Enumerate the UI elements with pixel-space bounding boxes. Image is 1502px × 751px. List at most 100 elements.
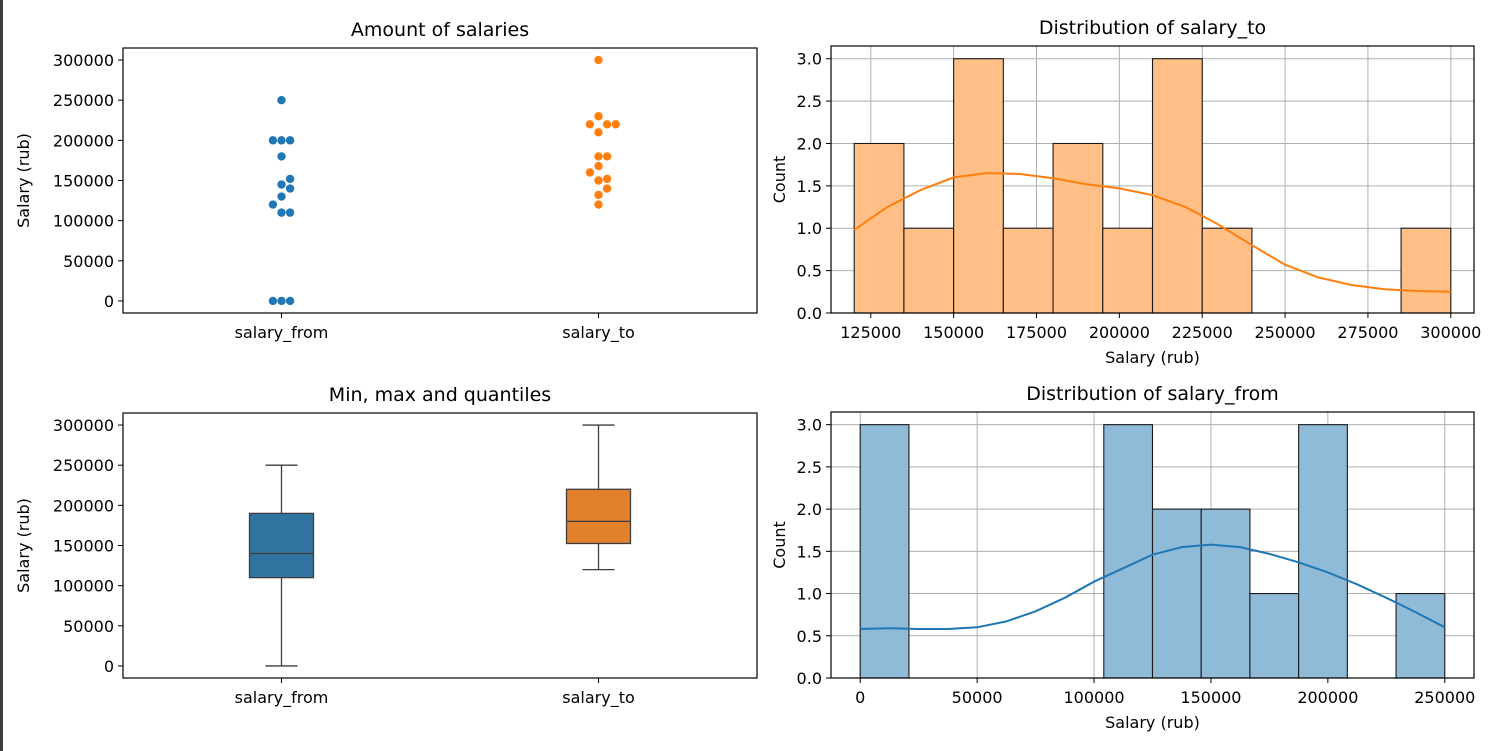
- histogram-bar: [1249, 593, 1300, 679]
- kde-line: [853, 172, 1451, 293]
- x-axis-label: Salary (rub): [1105, 348, 1200, 367]
- y-tick-label: 2.5: [797, 458, 822, 477]
- chart-panel-1: 0 50000 100000 150000 200000 250000 300000 sala…: [14, 19, 758, 343]
- data-point: [594, 112, 603, 121]
- x-tick-label: 200000: [1297, 688, 1358, 707]
- histogram-bar: [859, 424, 910, 679]
- y-tick-label: 2.0: [797, 500, 822, 519]
- data-point: [285, 208, 295, 217]
- x-tick-label: salary_to: [562, 688, 635, 708]
- y-tick-label: 50000: [63, 252, 114, 271]
- data-point: [602, 152, 612, 161]
- y-tick-label: 100000: [53, 577, 114, 596]
- histogram-bar: [1151, 58, 1203, 314]
- y-axis-label: Count: [770, 156, 789, 204]
- data-point: [285, 136, 295, 145]
- window-edge: [0, 0, 3, 751]
- y-tick-label: 2.5: [797, 92, 822, 111]
- x-tick-label: 250000: [1414, 688, 1475, 707]
- panel-title: Distribution of salary_from: [1026, 383, 1278, 405]
- x-tick-label: salary_to: [562, 323, 635, 343]
- x-tick-label: 150000: [1180, 688, 1241, 707]
- x-tick-label: salary_from: [235, 323, 329, 343]
- y-tick-label: 200000: [53, 496, 114, 515]
- y-tick-label: 150000: [53, 537, 114, 556]
- data-point: [585, 120, 595, 129]
- data-point: [277, 152, 286, 161]
- data-point: [277, 208, 286, 217]
- data-point: [268, 136, 278, 145]
- data-point: [602, 184, 612, 193]
- box: [565, 488, 632, 545]
- axes-frame: [830, 411, 1475, 679]
- panel-title: Distribution of salary_to: [1039, 17, 1266, 39]
- histogram-bar: [1400, 227, 1452, 314]
- chart-panel-4: 0.0 0.5 1.0 1.5 2.0 2.5 3.0 0 50000 100000 150000 2…: [770, 383, 1475, 732]
- x-tick-label: 50000: [952, 688, 1003, 707]
- data-point: [285, 296, 295, 306]
- data-point: [594, 190, 603, 200]
- x-tick-label: 125000: [840, 323, 901, 342]
- chart-panel-3: 0 50000 100000 150000 200000 250000 300000 sala…: [14, 384, 758, 708]
- box: [248, 512, 315, 579]
- data-point: [594, 128, 603, 137]
- histogram-bar: [1102, 227, 1154, 314]
- data-point: [285, 174, 295, 184]
- axes-frame: [122, 47, 758, 314]
- histogram-bar: [1151, 508, 1202, 679]
- x-tick-label: 225000: [1172, 323, 1233, 342]
- y-tick-label: 0.5: [797, 627, 822, 646]
- data-point: [277, 180, 286, 189]
- histogram-bar: [853, 142, 905, 314]
- y-axis-label: Salary (rub): [14, 133, 33, 228]
- axes-frame: [830, 45, 1475, 314]
- y-tick-label: 1.5: [797, 542, 822, 561]
- x-tick-label: 200000: [1089, 323, 1150, 342]
- data-point: [594, 161, 603, 171]
- data-point: [602, 174, 612, 184]
- axes-frame: [122, 412, 758, 679]
- y-tick-label: 2.0: [797, 134, 822, 153]
- y-axis-label: Salary (rub): [14, 498, 33, 593]
- x-axis-label: Salary (rub): [1105, 713, 1200, 732]
- data-point: [594, 176, 603, 185]
- y-tick-label: 1.0: [797, 219, 822, 238]
- data-point: [268, 296, 278, 306]
- histogram-bar: [1103, 424, 1154, 679]
- y-tick-label: 300000: [53, 416, 114, 435]
- y-tick-label: 200000: [53, 131, 114, 150]
- y-tick-label: 250000: [53, 456, 114, 475]
- y-tick-label: 3.0: [797, 416, 822, 435]
- data-point: [277, 95, 286, 105]
- data-point: [594, 152, 603, 161]
- histogram-bar: [1201, 227, 1253, 314]
- y-axis-label: Count: [770, 521, 789, 569]
- y-tick-label: 3.0: [797, 50, 822, 69]
- data-point: [611, 120, 620, 129]
- data-point: [594, 200, 603, 209]
- data-point: [277, 192, 286, 201]
- y-tick-label: 1.5: [797, 177, 822, 196]
- data-point: [285, 184, 295, 193]
- chart-panel-2: 0.0 0.5 1.0 1.5 2.0 2.5 3.0 125000 150000 175000 2…: [770, 17, 1481, 367]
- x-tick-label: 250000: [1255, 323, 1316, 342]
- histogram-bar: [953, 58, 1004, 314]
- y-tick-label: 250000: [53, 91, 114, 110]
- x-tick-label: 300000: [1420, 323, 1481, 342]
- y-tick-label: 1.0: [797, 585, 822, 604]
- x-tick-label: 275000: [1337, 323, 1398, 342]
- x-tick-label: salary_from: [235, 688, 329, 708]
- histogram-bar: [903, 227, 955, 314]
- panel-title: Min, max and quantiles: [329, 384, 551, 406]
- y-tick-label: 150000: [53, 172, 114, 191]
- x-tick-label: 150000: [923, 323, 984, 342]
- histogram-bar: [1052, 142, 1104, 314]
- y-tick-label: 0: [104, 292, 114, 311]
- y-tick-label: 0.5: [797, 262, 822, 281]
- data-point: [277, 136, 286, 145]
- y-tick-label: 100000: [53, 212, 114, 231]
- y-tick-label: 0.0: [797, 304, 822, 323]
- data-point: [277, 296, 286, 306]
- kde-line: [860, 543, 1446, 630]
